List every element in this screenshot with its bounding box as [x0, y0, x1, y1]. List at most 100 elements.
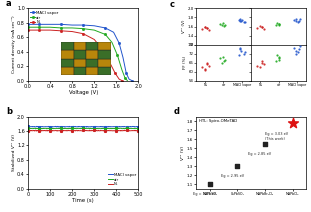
Point: [293, 20, 298, 23]
Y-axis label: Vᵒᶜ (V): Vᵒᶜ (V): [182, 20, 186, 33]
MACl vapor: [124, 72, 128, 75]
MACl vapor: [137, 125, 140, 128]
Point: [290, 121, 295, 125]
Point: [219, 24, 224, 27]
MACl vapor: [81, 24, 85, 26]
MACl vapor: [26, 23, 30, 26]
MACl vapor: [32, 23, 35, 26]
Point: [258, 65, 262, 69]
Point: [239, 18, 244, 22]
N₂: [59, 29, 63, 32]
Point: [239, 20, 244, 23]
Point: [260, 61, 265, 64]
air: [126, 79, 129, 82]
N₂: [35, 130, 39, 132]
X-axis label: Voltage (V): Voltage (V): [68, 90, 98, 95]
Text: HTL: Spiro-OMeTAD: HTL: Spiro-OMeTAD: [199, 119, 237, 123]
Line: air: air: [28, 128, 138, 129]
Point: [221, 55, 226, 58]
Point: [207, 183, 212, 186]
air: [26, 127, 30, 130]
air: [70, 27, 74, 29]
Line: N₂: N₂: [28, 130, 138, 131]
Text: c: c: [169, 0, 174, 9]
Point: [291, 46, 296, 49]
N₂: [117, 78, 121, 80]
Point: [237, 46, 242, 49]
MACl vapor: [37, 23, 41, 26]
air: [94, 127, 98, 130]
air: [137, 127, 140, 130]
air: [123, 77, 127, 80]
MACl vapor: [70, 24, 74, 26]
Line: N₂: N₂: [27, 29, 123, 81]
Point: [218, 56, 223, 60]
Point: [236, 18, 241, 21]
Point: [262, 142, 267, 145]
Text: Eg = 2.85 eV: Eg = 2.85 eV: [248, 152, 272, 156]
Text: Eg = 3.03 eV: Eg = 3.03 eV: [193, 192, 216, 196]
air: [92, 29, 96, 31]
Point: [298, 17, 303, 21]
air: [120, 68, 124, 71]
Point: [296, 50, 301, 54]
MACl vapor: [59, 23, 63, 26]
N₂: [137, 129, 140, 132]
Point: [242, 20, 247, 24]
air: [26, 26, 30, 28]
Point: [203, 68, 208, 72]
MACl vapor: [85, 126, 89, 128]
Point: [205, 26, 210, 29]
Point: [221, 59, 226, 63]
Point: [276, 22, 281, 26]
Point: [276, 56, 281, 60]
MACl vapor: [92, 126, 96, 128]
N₂: [92, 38, 96, 41]
Point: [202, 67, 207, 70]
Point: [238, 19, 243, 22]
Point: [276, 22, 281, 25]
MACl vapor: [120, 126, 124, 128]
Legend: MACl vapor, air, N₂: MACl vapor, air, N₂: [29, 9, 60, 26]
N₂: [114, 72, 117, 75]
air: [92, 127, 96, 130]
N₂: [95, 130, 98, 132]
Point: [219, 61, 224, 64]
air: [37, 26, 41, 28]
Point: [203, 25, 208, 28]
MACl vapor: [127, 78, 131, 80]
Point: [255, 64, 260, 67]
MACl vapor: [130, 79, 134, 82]
MACl vapor: [26, 125, 30, 128]
Point: [243, 50, 248, 54]
Point: [199, 28, 204, 31]
Point: [218, 22, 223, 26]
MACl vapor: [104, 27, 107, 29]
Point: [276, 58, 281, 61]
Point: [235, 165, 240, 168]
air: [120, 127, 123, 130]
N₂: [101, 48, 104, 51]
Text: d: d: [174, 107, 180, 116]
Point: [238, 47, 243, 51]
Point: [291, 18, 296, 22]
MACl vapor: [54, 125, 58, 128]
MACl vapor: [117, 42, 121, 44]
air: [110, 41, 114, 44]
Point: [239, 49, 244, 52]
Point: [259, 59, 264, 63]
Point: [204, 61, 209, 64]
Y-axis label: Vᵒᶜ (V): Vᵒᶜ (V): [181, 146, 185, 160]
Point: [296, 20, 301, 23]
N₂: [26, 29, 30, 31]
Point: [237, 18, 242, 21]
Point: [273, 59, 278, 63]
Y-axis label: Current density (mA cm⁻²): Current density (mA cm⁻²): [12, 16, 16, 73]
Point: [293, 49, 298, 52]
Text: Eg = 2.95 eV: Eg = 2.95 eV: [221, 174, 244, 178]
N₂: [92, 129, 96, 132]
Point: [221, 22, 226, 25]
Y-axis label: FF (%): FF (%): [183, 56, 187, 69]
N₂: [48, 29, 52, 31]
Text: Eg = 3.03 eV
(This work): Eg = 3.03 eV (This work): [265, 132, 288, 141]
